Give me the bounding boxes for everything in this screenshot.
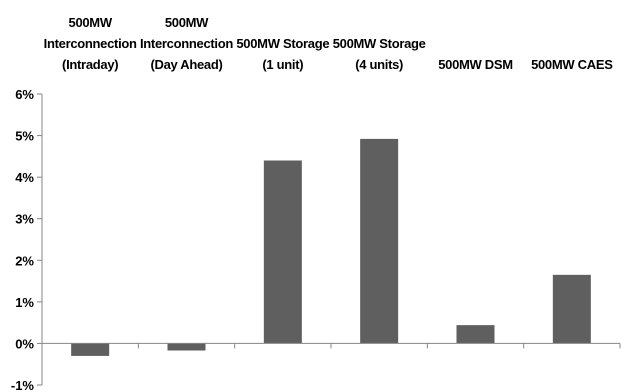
category-label: 500MW Interconnection (Day Ahead) <box>140 15 234 72</box>
category-label-line: (1 unit) <box>262 57 303 72</box>
y-tick-label: 2% <box>15 253 34 268</box>
bars <box>71 138 591 356</box>
bar <box>456 325 495 344</box>
y-tick-label: 5% <box>15 129 34 144</box>
y-tick-label: 4% <box>15 170 34 185</box>
category-label: 500MW CAES <box>531 57 613 72</box>
category-label-line: 500MW Storage <box>236 36 329 51</box>
y-tick-label: 0% <box>15 336 34 351</box>
category-label-line: 500MW DSM <box>438 57 513 72</box>
bar <box>71 343 110 356</box>
category-labels: 500MW Interconnection (Intraday) 500MW Inter… <box>44 15 614 72</box>
category-label: 500MW Storage (4 units) <box>333 36 426 72</box>
category-label: 500MW Storage (1 unit) <box>236 36 329 72</box>
bar <box>360 138 399 344</box>
category-label-line: (Day Ahead) <box>150 57 222 72</box>
y-axis: -1% 0% 1% 2% 3% 4% 5% 6% <box>11 87 43 392</box>
category-label-line: Interconnection <box>44 36 137 51</box>
bar <box>263 160 302 344</box>
category-label-line: 500MW <box>165 15 209 30</box>
category-label-line: (Intraday) <box>62 57 118 72</box>
category-label-line: (4 units) <box>355 57 403 72</box>
bar <box>552 274 591 344</box>
x-axis <box>42 342 621 349</box>
category-label: 500MW DSM <box>438 57 513 72</box>
y-tick-label: 1% <box>15 295 34 310</box>
y-tick-label: -1% <box>11 378 35 392</box>
category-label: 500MW Interconnection (Intraday) <box>44 15 138 72</box>
category-label-line: 500MW CAES <box>531 57 613 72</box>
category-label-line: Interconnection <box>140 36 233 51</box>
y-tick-label: 3% <box>15 212 34 227</box>
y-tick-label: 6% <box>15 87 34 102</box>
bar <box>167 343 206 351</box>
category-label-line: 500MW <box>69 15 113 30</box>
category-label-line: 500MW Storage <box>333 36 426 51</box>
